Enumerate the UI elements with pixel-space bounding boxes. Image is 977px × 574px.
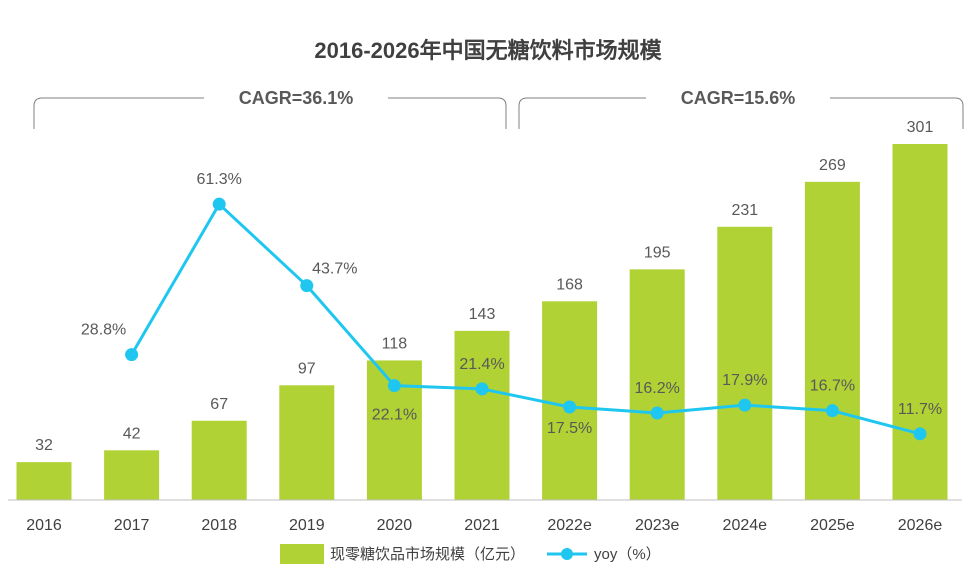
yoy-point <box>475 382 489 396</box>
legend: 现零糖饮品市场规模（亿元） yoy（%） <box>280 544 661 564</box>
legend-line-label: yoy（%） <box>594 546 661 563</box>
bar <box>104 450 160 500</box>
x-tick-label: 2020 <box>377 517 413 534</box>
bar <box>629 269 685 500</box>
yoy-value-label: 17.5% <box>547 420 592 437</box>
bar-value-labels: 32 42 67 97 118 143 168 195 231 269 301 <box>35 119 933 454</box>
yoy-point <box>387 379 401 393</box>
bar-value-label: 231 <box>731 202 758 219</box>
yoy-point <box>650 406 664 420</box>
cagr-brackets: CAGR=36.1% CAGR=15.6% <box>33 88 964 129</box>
bar-value-label: 269 <box>819 157 846 174</box>
bar-value-label: 32 <box>35 437 53 454</box>
bar-value-label: 67 <box>210 396 228 413</box>
yoy-value-label: 61.3% <box>197 171 242 188</box>
bar-value-label: 195 <box>644 244 671 261</box>
bar <box>892 144 948 500</box>
yoy-point <box>125 348 139 362</box>
yoy-point <box>563 400 577 414</box>
x-tick-label: 2016 <box>26 517 62 534</box>
legend-bar-label: 现零糖饮品市场规模（亿元） <box>330 546 525 563</box>
x-tick-label: 2026e <box>898 517 943 534</box>
x-tick-label: 2017 <box>114 517 150 534</box>
x-tick-label: 2022e <box>547 517 592 534</box>
bar-value-label: 42 <box>123 425 141 442</box>
yoy-point <box>825 404 839 418</box>
x-tick-label: 2024e <box>723 517 768 534</box>
x-axis-ticks: 2016 2017 2018 2019 2020 2021 2022e 2023e 2024e 2… <box>26 517 942 534</box>
yoy-value-label: 16.2% <box>635 380 680 397</box>
legend-line-marker <box>561 548 573 560</box>
yoy-value-label: 21.4% <box>459 356 504 373</box>
yoy-point <box>300 279 314 293</box>
yoy-line <box>130 202 921 436</box>
bar <box>16 462 72 500</box>
yoy-value-label: 22.1% <box>372 407 417 424</box>
x-tick-label: 2019 <box>289 517 325 534</box>
yoy-value-label: 11.7% <box>898 401 942 418</box>
yoy-value-label: 16.7% <box>810 378 855 395</box>
bar-value-label: 97 <box>298 360 316 377</box>
bar <box>279 385 335 500</box>
x-tick-label: 2018 <box>201 517 237 534</box>
bar-value-label: 143 <box>469 306 496 323</box>
yoy-point <box>738 398 752 412</box>
bar <box>717 226 773 500</box>
x-tick-label: 2023e <box>635 517 680 534</box>
cagr-label: CAGR=15.6% <box>681 88 796 108</box>
yoy-point <box>212 197 226 211</box>
x-tick-label: 2021 <box>464 517 500 534</box>
yoy-value-label: 43.7% <box>312 261 357 278</box>
yoy-line-series <box>125 197 927 441</box>
yoy-value-labels: 28.8% 61.3% 43.7% 22.1% 21.4% 17.5% 16.2% 17.9%… <box>81 171 942 437</box>
legend-bar-swatch <box>280 544 324 564</box>
yoy-point <box>913 427 927 441</box>
x-tick-label: 2025e <box>810 517 855 534</box>
bar-value-label: 118 <box>382 335 408 352</box>
cagr-bracket <box>518 97 964 129</box>
bar-value-label: 301 <box>907 119 934 136</box>
bar <box>191 420 247 500</box>
bar <box>454 330 510 500</box>
yoy-value-label: 28.8% <box>81 322 126 339</box>
cagr-label: CAGR=36.1% <box>239 88 354 108</box>
bar <box>804 181 860 501</box>
yoy-value-label: 17.9% <box>722 372 767 389</box>
chart-title: 2016-2026年中国无糖饮料市场规模 <box>314 38 662 63</box>
cagr-bracket <box>33 97 507 129</box>
bar-series <box>16 144 948 501</box>
bar-value-label: 168 <box>556 276 583 293</box>
